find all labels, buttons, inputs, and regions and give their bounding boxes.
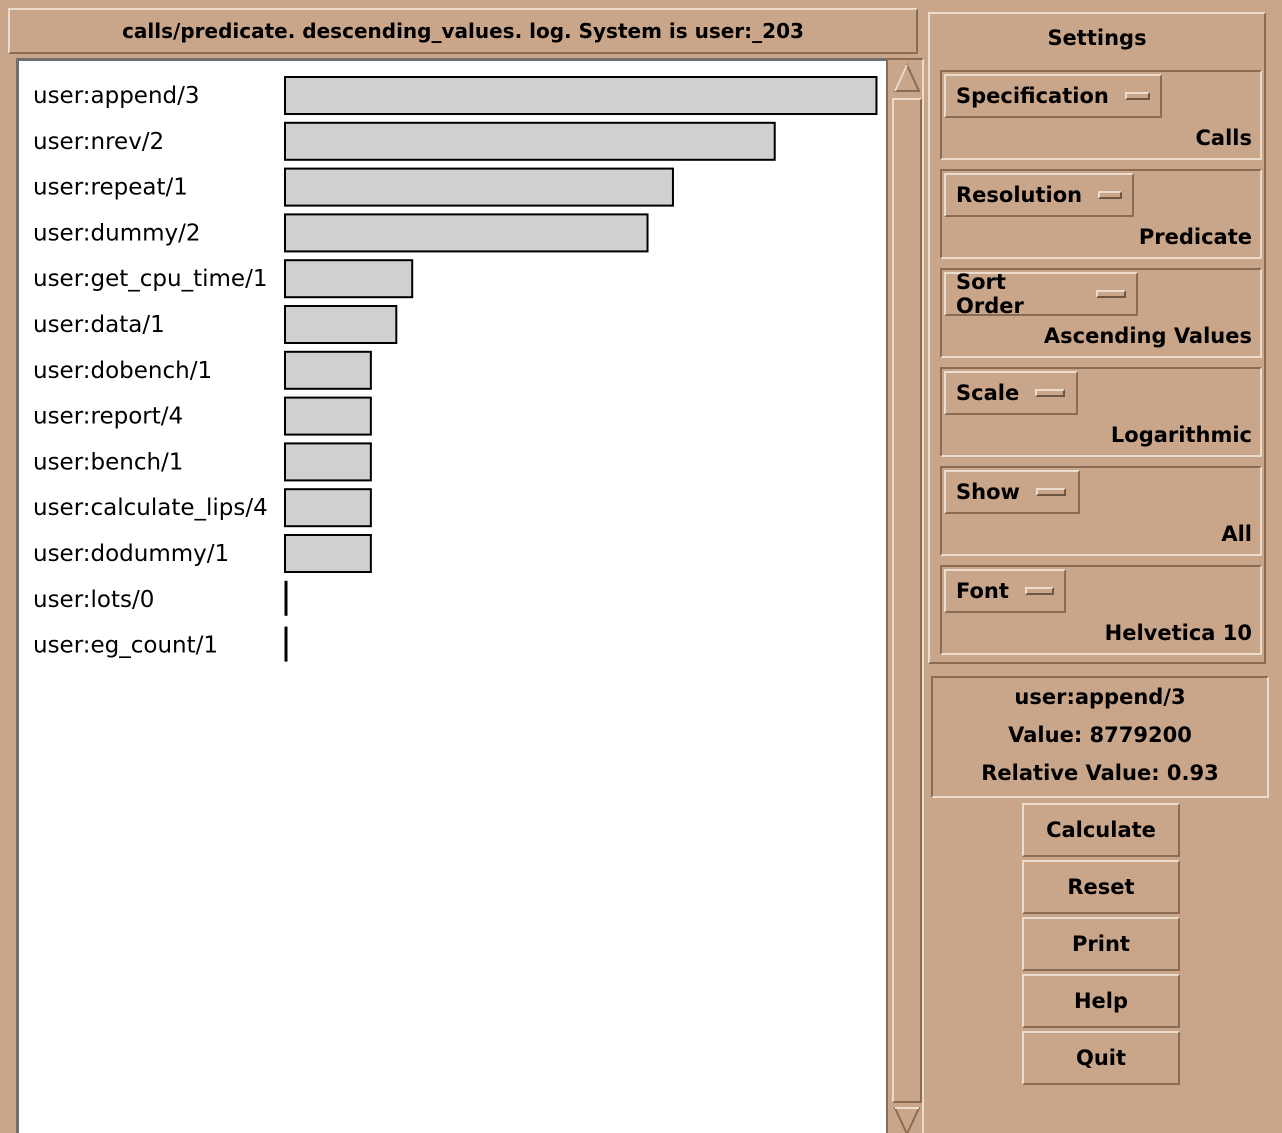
help-button[interactable]: Help — [1022, 974, 1180, 1028]
menu-indicator-icon — [1024, 587, 1054, 595]
menu-indicator-icon — [1124, 92, 1150, 100]
bar[interactable] — [284, 213, 649, 253]
font-label: Font — [956, 579, 1009, 603]
bar[interactable] — [284, 442, 372, 482]
selected-predicate: user:append/3 — [1014, 685, 1186, 709]
settings-title: Settings — [1047, 26, 1147, 50]
font-value: Helvetica 10 — [1104, 621, 1252, 645]
setting-sort-order: Sort Order Ascending Values — [940, 268, 1262, 358]
sort-order-menu-button[interactable]: Sort Order — [944, 270, 1138, 318]
specification-menu-button[interactable]: Specification — [944, 74, 1162, 118]
sort-order-label: Sort Order — [956, 270, 1024, 318]
vertical-scrollbar[interactable] — [886, 58, 924, 1133]
bar-label: user:lots/0 — [33, 587, 154, 613]
bar-chart-svg: user:append/3 user:nrev/2 user:repeat/1 use… — [33, 76, 878, 662]
scroll-up-arrow-icon[interactable] — [893, 62, 921, 93]
sort-order-value: Ascending Values — [1043, 324, 1252, 348]
selected-relative-value: Relative Value: 0.93 — [981, 761, 1219, 785]
bar[interactable] — [284, 396, 372, 436]
bar[interactable] — [284, 76, 878, 115]
bar-label: user:bench/1 — [33, 449, 183, 475]
resolution-value: Predicate — [1138, 225, 1252, 249]
show-value: All — [1221, 522, 1252, 546]
setting-font: Font Helvetica 10 — [940, 565, 1262, 655]
bar-label: user:get_cpu_time/1 — [33, 266, 267, 292]
scroll-down-arrow-icon[interactable] — [893, 1106, 921, 1133]
resolution-menu-button[interactable]: Resolution — [944, 173, 1134, 217]
calculate-button[interactable]: Calculate — [1022, 803, 1180, 857]
scale-menu-button[interactable]: Scale — [944, 371, 1078, 415]
bar-label: user:repeat/1 — [33, 175, 188, 201]
menu-indicator-icon — [1098, 191, 1122, 199]
bar[interactable] — [284, 350, 372, 390]
quit-button[interactable]: Quit — [1022, 1031, 1180, 1085]
menu-indicator-icon — [1096, 290, 1126, 298]
bar[interactable] — [284, 305, 398, 344]
scale-label: Scale — [956, 381, 1020, 405]
bar-label: user:append/3 — [33, 83, 200, 109]
selection-info: user:append/3 Value: 8779200 Relative Va… — [931, 676, 1269, 798]
bar[interactable] — [284, 121, 776, 161]
bar-label: user:dummy/2 — [33, 220, 201, 246]
chart-title: calls/predicate. descending_values. log.… — [8, 8, 918, 54]
chart-pane: calls/predicate. descending_values. log.… — [8, 8, 924, 1133]
scale-value: Logarithmic — [1110, 423, 1252, 447]
show-label: Show — [956, 480, 1020, 504]
show-menu-button[interactable]: Show — [944, 470, 1080, 514]
menu-indicator-icon — [1035, 488, 1066, 496]
setting-resolution: Resolution Predicate — [940, 169, 1262, 259]
bar-label: user:calculate_lips/4 — [33, 495, 268, 521]
setting-scale: Scale Logarithmic — [940, 367, 1262, 457]
specification-value: Calls — [1195, 126, 1252, 150]
selected-value: Value: 8779200 — [1008, 723, 1192, 747]
setting-show: Show All — [940, 466, 1262, 556]
resolution-label: Resolution — [956, 183, 1083, 207]
print-button[interactable]: Print — [1022, 917, 1180, 971]
setting-specification: Specification Calls — [940, 70, 1262, 160]
bar-label: user:nrev/2 — [33, 129, 164, 155]
bar[interactable] — [284, 534, 372, 573]
bar[interactable] — [284, 259, 414, 299]
bar-label: user:report/4 — [33, 404, 183, 430]
menu-indicator-icon — [1035, 389, 1066, 397]
scroll-thumb[interactable] — [892, 98, 922, 1103]
bar[interactable] — [284, 488, 372, 528]
bar[interactable] — [284, 167, 674, 207]
bar-label: user:dodummy/1 — [33, 541, 229, 567]
reset-button[interactable]: Reset — [1022, 860, 1180, 914]
specification-label: Specification — [956, 84, 1109, 108]
font-menu-button[interactable]: Font — [944, 569, 1066, 613]
bar-chart: user:append/3 user:nrev/2 user:repeat/1 use… — [16, 58, 886, 1133]
bar-label: user:dobench/1 — [33, 358, 212, 384]
bar-label: user:eg_count/1 — [33, 633, 218, 659]
bar-label: user:data/1 — [33, 312, 165, 338]
settings-panel: Settings Specification Calls Resolution … — [928, 12, 1266, 664]
